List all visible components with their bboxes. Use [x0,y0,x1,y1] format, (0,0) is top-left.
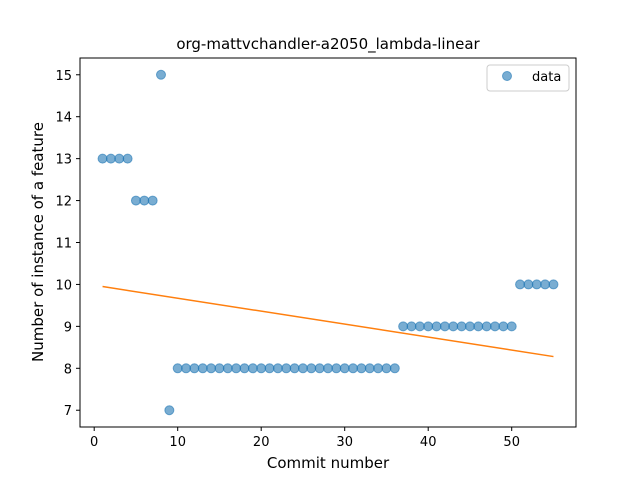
data-point [164,405,175,416]
chart-title: org-mattvchandler-a2050_lambda-linear [176,35,480,54]
data-point [189,363,200,374]
data-point [540,279,551,290]
data-point [381,363,392,374]
x-axis-label: Commit number [267,454,390,472]
data-point [490,321,501,332]
data-point [531,279,542,290]
data-point [289,363,300,374]
trend-line-layer [102,285,554,358]
data-point [206,363,217,374]
legend-entry-data: data [532,70,561,85]
data-point [414,321,425,332]
x-tick-label: 20 [253,435,270,450]
y-tick-label: 12 [55,195,72,210]
data-point [498,321,509,332]
y-tick-label: 8 [64,362,72,377]
data-point [264,363,275,374]
x-tick-label: 10 [169,435,186,450]
data-point [506,321,517,332]
data-points-layer [97,69,559,416]
x-axis: 0 10 20 30 40 50 [90,427,520,450]
data-point [197,363,208,374]
data-point [155,69,166,80]
data-point [406,321,417,332]
data-point [448,321,459,332]
data-point [515,279,526,290]
data-point [314,363,325,374]
data-point [339,363,350,374]
data-point [114,153,125,164]
data-point [297,363,308,374]
data-point [214,363,225,374]
data-point [105,153,116,164]
data-point [523,279,534,290]
y-tick-label: 15 [55,69,72,84]
x-tick-label: 30 [336,435,353,450]
data-point [439,321,450,332]
y-tick-label: 9 [64,320,72,335]
y-tick-label: 14 [55,111,72,126]
data-point [222,363,233,374]
data-point [348,363,359,374]
x-tick-label: 50 [503,435,520,450]
legend-marker [502,71,512,81]
y-axis-label: Number of instance of a feature [29,122,47,362]
data-point [473,321,484,332]
data-point [431,321,442,332]
data-point [356,363,367,374]
data-point [139,195,150,206]
data-point [122,153,133,164]
data-point [456,321,467,332]
legend: data [486,64,570,92]
y-tick-label: 11 [55,237,72,252]
y-tick-label: 13 [55,153,72,168]
data-point [172,363,183,374]
data-point [323,363,333,374]
y-axis: 7 8 9 10 11 12 13 14 15 [55,69,80,419]
data-point [423,321,434,332]
data-point [97,153,108,164]
data-point [239,363,250,374]
data-point [373,363,384,374]
data-point [147,195,158,206]
y-tick-label: 10 [55,278,72,293]
data-point [231,363,242,374]
y-tick-label: 7 [64,404,72,419]
data-point [130,195,141,206]
trend-line [102,285,554,358]
data-point [464,321,475,332]
data-point [481,321,492,332]
x-tick-label: 40 [420,435,437,450]
data-point [389,363,400,374]
data-point [272,363,283,374]
data-point [331,363,342,374]
data-point [256,363,267,374]
data-point [181,363,192,374]
data-point [548,279,559,290]
data-point [398,321,409,332]
x-tick-label: 0 [90,435,98,450]
data-point [281,363,292,374]
data-point [364,363,375,374]
data-point [247,363,258,374]
data-point [306,363,317,374]
